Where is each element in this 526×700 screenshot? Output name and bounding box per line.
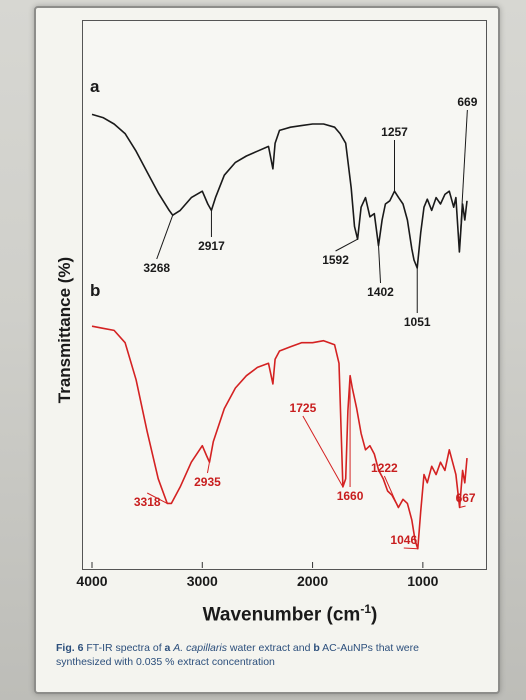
caption-text-3: water extract and xyxy=(226,642,314,654)
series-tag-a: a xyxy=(90,77,100,96)
plot-frame xyxy=(82,20,487,570)
peak-leader xyxy=(458,109,468,253)
caption-species: A. capillaris xyxy=(173,642,227,654)
peak-leader xyxy=(459,505,466,509)
peak-label-3268: 3268 xyxy=(143,261,170,275)
caption-label-a: a xyxy=(164,642,171,654)
peak-leader xyxy=(206,462,210,474)
peak-label-1592: 1592 xyxy=(322,253,349,267)
peak-leader xyxy=(383,475,399,508)
caption-text-4: AC-AuNPs that were synthesized with 0.03… xyxy=(56,642,419,668)
peak-leader xyxy=(302,415,344,488)
peak-leader xyxy=(146,492,168,504)
peak-leader xyxy=(156,215,174,260)
y-axis-label: Transmittance (%) xyxy=(55,256,74,404)
series-tag-b: b xyxy=(90,281,100,300)
series-line-a xyxy=(91,113,468,269)
peak-label-1046: 1046 xyxy=(390,533,417,547)
peak-leader xyxy=(403,547,418,550)
peak-label-2935: 2935 xyxy=(194,475,221,489)
peak-label-1051: 1051 xyxy=(404,315,431,329)
x-tick-label: 4000 xyxy=(76,573,107,589)
peak-label-1222: 1222 xyxy=(371,461,398,475)
series-line-b xyxy=(91,325,468,550)
caption-text-1: FT-IR spectra of xyxy=(83,642,165,654)
x-tick-label: 1000 xyxy=(407,573,438,589)
peak-annotations: a b 3268 2917 1592 1402 1257 1051 669 3318 2935 172… xyxy=(90,77,478,550)
x-axis-ticks: 4000 3000 2000 1000 xyxy=(76,562,439,589)
x-axis-label: Wavenumber (cm-1) xyxy=(150,602,430,626)
x-axis-label-text: Wavenumber (cm xyxy=(202,604,361,626)
caption-label-b: b xyxy=(313,642,320,654)
peak-label-2917: 2917 xyxy=(198,239,225,253)
peak-label-667: 667 xyxy=(456,491,476,505)
figure-caption: Fig. 6 FT-IR spectra of a A. capillaris … xyxy=(56,641,476,669)
peak-label-669: 669 xyxy=(457,95,477,109)
series-lines xyxy=(91,113,468,550)
peak-label-1725: 1725 xyxy=(290,401,317,415)
peak-label-3318: 3318 xyxy=(134,495,161,509)
x-axis-label-close: ) xyxy=(371,604,378,626)
peak-leader xyxy=(335,238,358,252)
peak-label-1257: 1257 xyxy=(381,125,408,139)
x-axis-label-unit-exponent: -1 xyxy=(360,602,371,616)
peak-label-1402: 1402 xyxy=(367,285,394,299)
x-tick-label: 2000 xyxy=(297,573,328,589)
caption-fig-number: Fig. 6 xyxy=(56,642,84,654)
x-tick-label: 3000 xyxy=(187,573,218,589)
peak-leader xyxy=(378,245,382,284)
peak-label-1660: 1660 xyxy=(337,489,364,503)
